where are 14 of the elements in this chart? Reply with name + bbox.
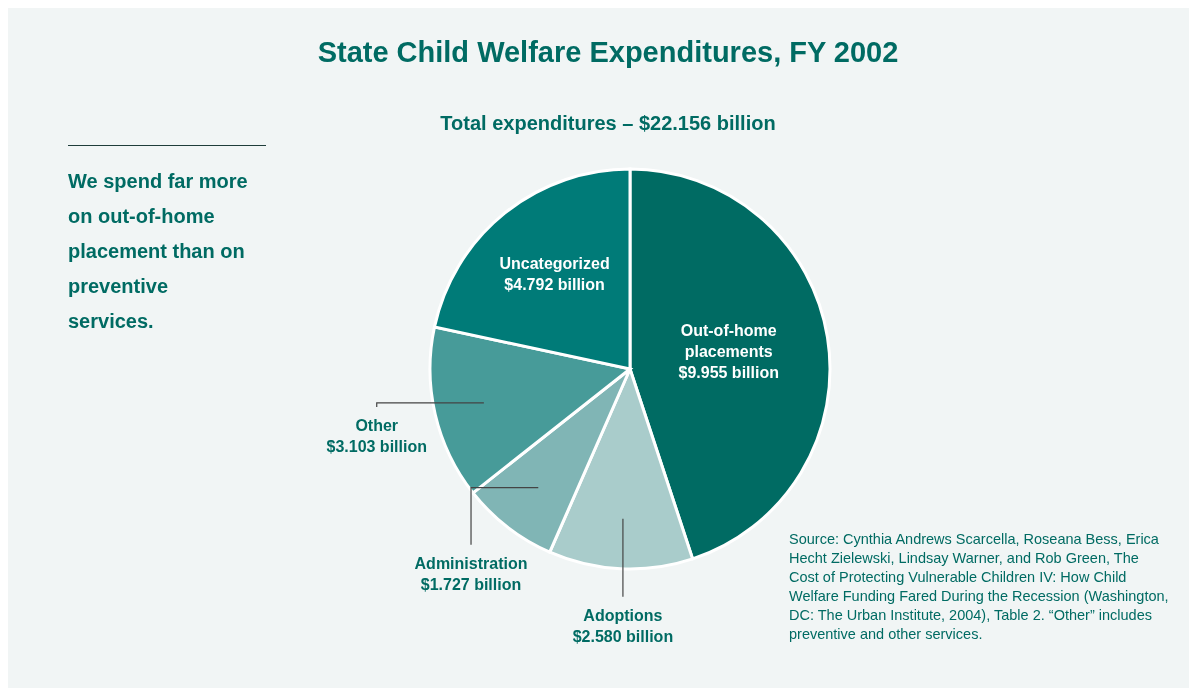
text: We spend far more on out-of-home placement than on preventive services. <box>68 169 249 334</box>
slice-label: Adoptions <box>583 606 663 624</box>
data-label: $4.792 billion <box>504 276 605 294</box>
data-label: $1.727 billion <box>420 576 522 594</box>
slice-label: Other <box>355 417 399 435</box>
chart-subtitle: Total expenditures – $22.156 billion <box>439 112 777 135</box>
slice-label: Out-of-home placements <box>680 322 777 361</box>
slice-label: Administration <box>414 555 528 573</box>
data-label: $2.580 billion <box>572 627 674 645</box>
chart-title: State Child Welfare Expenditures, FY 2002 <box>316 36 900 69</box>
data-label: $3.103 billion <box>326 438 427 456</box>
data-label: $9.955 billion <box>678 364 779 382</box>
slice-label: Uncategorized <box>499 255 610 273</box>
source-note: Source: Cynthia Andrews Scarcella, Roseana Bess, Erica Hecht Zielewski, Lindsay Warner, and Rob Green, The Cost of Protecting Vulnerable Children IV: How Child Welfare Funding Fared During the Recession (Washington, DC: The Urban Institute, 2004), Table 2. “Other” includes preventive and other services. <box>789 530 1169 644</box>
